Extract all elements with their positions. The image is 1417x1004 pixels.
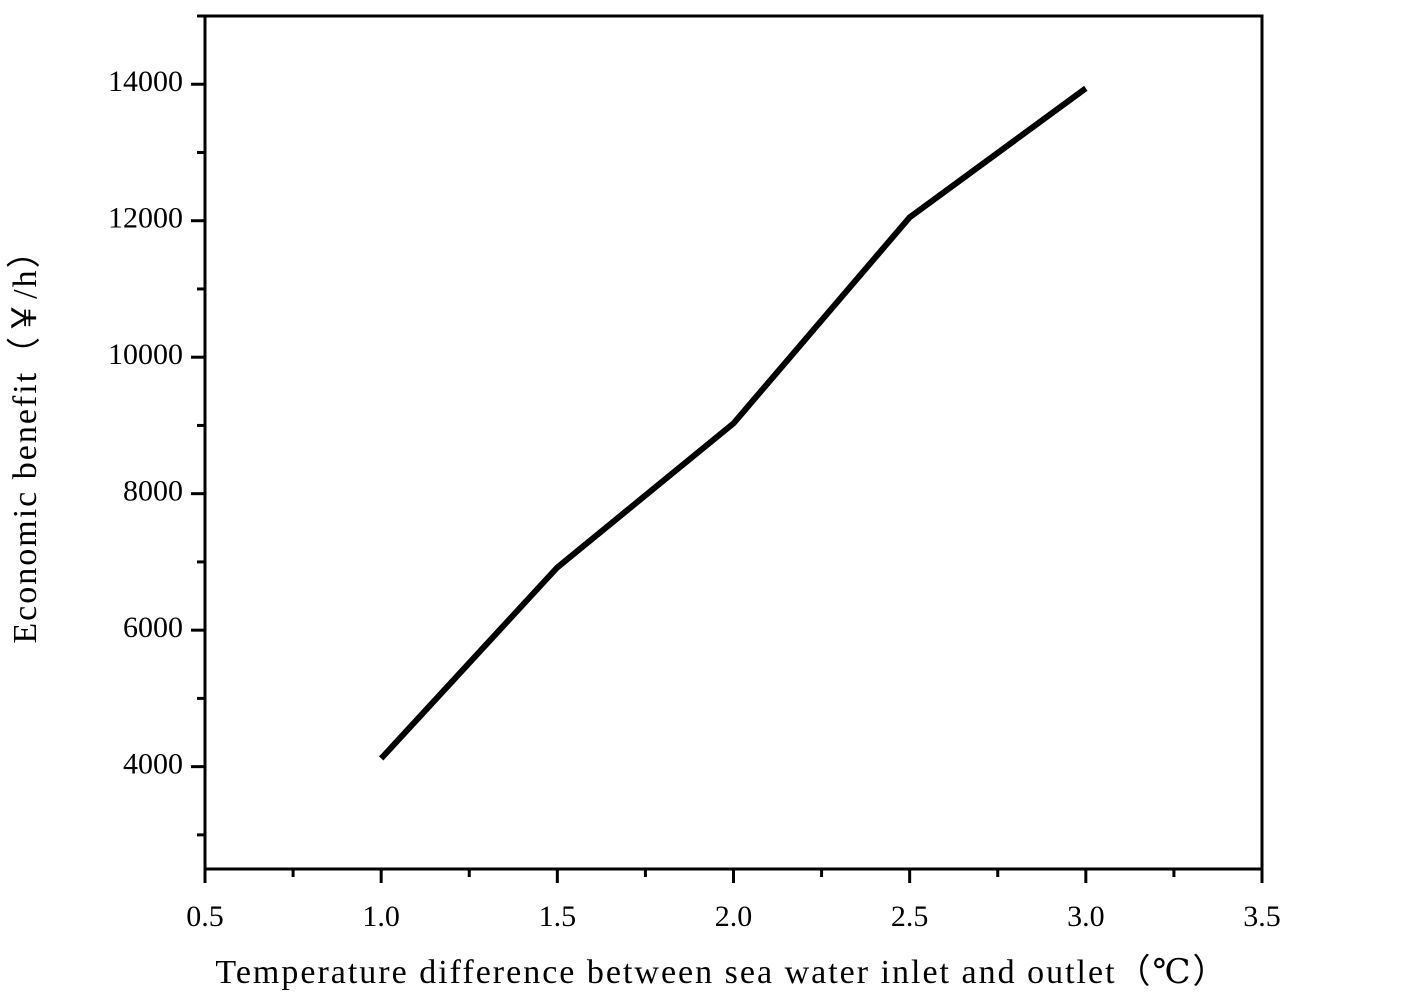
data-line bbox=[378, 85, 1088, 761]
y-tick-label: 8000 bbox=[123, 475, 183, 508]
y-tick-label: 6000 bbox=[123, 611, 183, 644]
y-axis-label: Economic benefit（￥/h） bbox=[6, 232, 44, 643]
x-tick-label: 2.0 bbox=[715, 900, 753, 933]
y-tick-label: 14000 bbox=[108, 65, 183, 98]
x-axis-label: Temperature difference between sea water… bbox=[215, 953, 1228, 991]
x-tick-label: 2.5 bbox=[891, 900, 929, 933]
x-tick-label: 0.5 bbox=[186, 900, 224, 933]
y-tick-label: 4000 bbox=[123, 748, 183, 781]
x-tick-label: 1.5 bbox=[539, 900, 577, 933]
plot-frame bbox=[203, 14, 1264, 871]
y-tick-label: 12000 bbox=[108, 202, 183, 235]
y-tick-label: 10000 bbox=[108, 338, 183, 371]
x-tick-label: 3.0 bbox=[1067, 900, 1105, 933]
x-tick-label: 1.0 bbox=[362, 900, 400, 933]
x-tick-label: 3.5 bbox=[1243, 900, 1281, 933]
